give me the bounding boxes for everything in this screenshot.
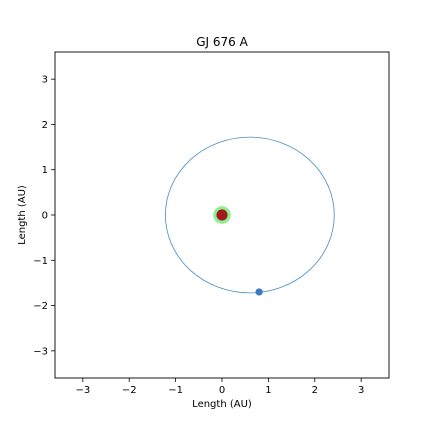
y-tick-label: −3 [33, 346, 48, 357]
y-tick-label: −2 [33, 301, 48, 312]
data-layer [165, 136, 335, 296]
orbit-path [165, 136, 335, 294]
planet-marker [255, 288, 263, 296]
x-tick-label: −2 [122, 385, 137, 396]
x-tick-label: −3 [75, 385, 90, 396]
y-tick-label: −1 [33, 256, 48, 267]
star-marker [216, 209, 228, 221]
chart-title: GJ 676 A [196, 35, 248, 49]
x-tick-label: −1 [168, 385, 183, 396]
axes-layer: −3 −2 −1 0 1 2 3 −3 −2 −1 0 1 2 3 [33, 51, 390, 396]
y-axis-title: Length (AU) [17, 185, 28, 245]
y-tick-label: 3 [42, 75, 48, 86]
x-axis-title: Length (AU) [192, 399, 252, 410]
x-tick-label: 1 [265, 385, 271, 396]
y-tick-label: 2 [42, 120, 48, 131]
x-tick-label: 2 [312, 385, 318, 396]
y-tick-label: 0 [42, 211, 48, 222]
y-tick-label: 1 [42, 165, 48, 176]
x-tick-label: 3 [358, 385, 364, 396]
x-tick-label: 0 [219, 385, 225, 396]
